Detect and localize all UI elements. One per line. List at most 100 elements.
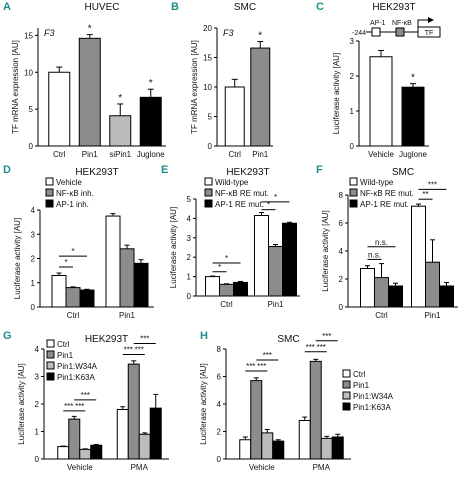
bar — [254, 214, 269, 297]
y-tick-label: 2 — [217, 428, 222, 437]
x-tick-label: Ctrl — [67, 311, 80, 320]
legend-label: Pin1 — [57, 351, 74, 360]
bar — [282, 222, 297, 297]
x-tick-label: Juglone — [399, 150, 428, 159]
bar — [90, 444, 103, 460]
bar — [57, 446, 70, 460]
y-tick-label: 4 — [339, 247, 344, 256]
x-tick-label: Juglone — [137, 150, 166, 159]
y-tick-label: 2 — [35, 400, 40, 409]
bar — [239, 439, 252, 460]
legend-swatch — [204, 199, 213, 208]
legend-swatch — [45, 188, 54, 197]
significance-label: *** — [322, 332, 331, 341]
legend-label: Pin1:W34A — [353, 392, 394, 401]
legend-label: NF-κB inh. — [56, 189, 94, 198]
significance-label: *** — [81, 391, 90, 400]
panel-title: HEK293T — [75, 167, 118, 178]
y-axis-label: Luciferase activity [AU] — [199, 363, 208, 444]
y-tick-label: 2 — [31, 255, 36, 264]
x-tick-label: Ctrl — [53, 150, 66, 159]
legend-label: Wild-type — [215, 178, 249, 187]
panel-title: HEK293T — [226, 167, 269, 178]
x-tick-label: siPin1 — [109, 150, 131, 159]
ap1-site-label: AP-1 — [370, 20, 386, 27]
significance-label: *** — [135, 346, 144, 355]
bar — [250, 47, 271, 147]
bar — [369, 56, 393, 147]
panel-letter: C — [316, 1, 324, 13]
bar — [411, 205, 426, 308]
bar — [65, 287, 81, 308]
y-axis-label: Luciferase activity [AU] — [17, 363, 26, 444]
x-tick-label: Vehicle — [368, 150, 394, 159]
significance-label: *** — [75, 402, 84, 411]
bar — [78, 37, 101, 147]
x-tick-label: Vehicle — [249, 463, 275, 472]
significance-label: n.s. — [368, 250, 381, 259]
bar — [139, 96, 162, 147]
x-tick-label: Pin1 — [82, 150, 99, 159]
panel-c: C HEK293T 0 1 2 3 Luciferase activity [AU] Vehi… — [316, 1, 429, 159]
significance-label: * — [274, 193, 277, 202]
legend-label: NF-κB RE mut. — [360, 189, 414, 198]
panel-letter: F — [316, 164, 323, 176]
significance-label: *** — [263, 351, 272, 360]
y-tick-label: 0 — [350, 142, 355, 151]
y-tick-label: 0 — [217, 455, 222, 464]
bar — [138, 433, 151, 460]
panel-title: HEK293T — [372, 2, 415, 13]
bar — [439, 285, 454, 308]
legend-label: Pin1:K63A — [353, 403, 391, 412]
y-tick-label: 0 — [339, 303, 344, 312]
bar — [374, 277, 389, 308]
y-axis-label: TF mRNA expression [AU] — [190, 40, 199, 134]
gene-label: F3 — [223, 28, 234, 38]
legend-swatch — [342, 380, 351, 389]
bar — [401, 86, 425, 147]
y-tick-label: 0 — [187, 292, 192, 301]
bar — [425, 261, 440, 308]
significance-label: *** — [428, 180, 437, 189]
bar — [109, 115, 132, 147]
significance-label: *** — [64, 402, 73, 411]
y-tick-label: 2 — [339, 275, 344, 284]
significance-label: n.s. — [375, 238, 388, 247]
significance-label: * — [411, 73, 415, 84]
y-tick-label: 10 — [24, 68, 33, 77]
panel-title: HUVEC — [84, 2, 119, 13]
significance-label: *** — [124, 346, 133, 355]
bar — [298, 420, 311, 460]
x-tick-label: Ctrl — [220, 300, 233, 309]
legend-label: Vehicle — [56, 178, 82, 187]
y-tick-label: 20 — [203, 24, 212, 33]
legend-swatch — [204, 177, 213, 186]
bar — [309, 360, 322, 460]
panel-letter: B — [171, 1, 179, 13]
tf-gene-label: TF — [425, 30, 434, 37]
y-tick-label: 8 — [217, 345, 222, 354]
ap1-site-box — [371, 27, 381, 37]
legend-label: Ctrl — [353, 370, 366, 379]
panel-h: H SMC 0 2 4 6 8 Luciferase activity [AU] Vehicle… — [199, 330, 394, 472]
bar — [105, 215, 121, 308]
panel-letter: A — [3, 1, 11, 13]
legend-swatch — [46, 372, 55, 381]
panel-letter: D — [3, 164, 11, 176]
significance-label: * — [149, 78, 153, 89]
y-axis-label: Luciferase activity [AU] — [332, 53, 341, 134]
legend-label: Pin1 — [353, 381, 370, 390]
x-tick-label: Pin1 — [424, 311, 441, 320]
panel-letter: G — [3, 330, 12, 342]
y-tick-label: 3 — [31, 230, 36, 239]
bar — [79, 448, 92, 460]
y-tick-label: 2 — [350, 72, 355, 81]
x-tick-label: PMA — [313, 463, 331, 472]
y-tick-label: 5 — [29, 105, 34, 114]
x-tick-label: Ctrl — [229, 150, 242, 159]
panel-a: A HUVEC F3 0 5 10 15 TF mRNA expression [AU] Ctr… — [3, 1, 166, 159]
y-tick-label: 4 — [187, 214, 192, 223]
panel-b: B SMC F3 0 5 10 15 20 TF mRNA expression [AU] Ctr… — [171, 1, 273, 159]
legend-label: Pin1:K63A — [57, 373, 95, 382]
y-tick-label: 5 — [187, 195, 192, 204]
